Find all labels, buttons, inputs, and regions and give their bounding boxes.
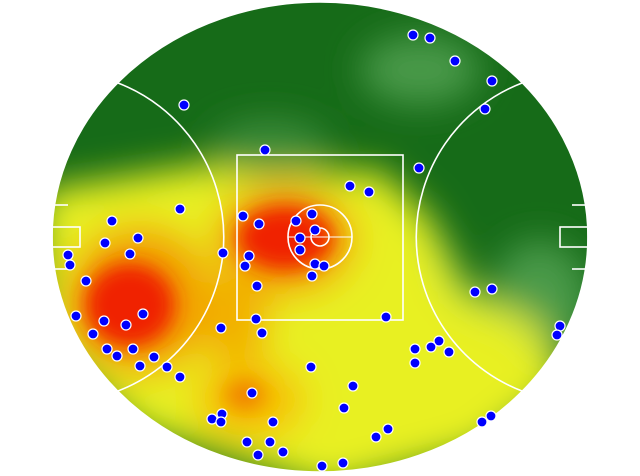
point (485, 410, 497, 422)
point (309, 224, 321, 236)
point (111, 350, 123, 362)
point (486, 75, 498, 87)
point (99, 237, 111, 249)
point (424, 32, 436, 44)
point (469, 286, 481, 298)
point (70, 310, 82, 322)
point (137, 308, 149, 320)
point (178, 99, 190, 111)
point (252, 449, 264, 461)
point (253, 218, 265, 230)
point (316, 460, 328, 472)
point (64, 259, 76, 271)
point (407, 29, 419, 41)
point (256, 327, 268, 339)
point (62, 249, 74, 261)
point (215, 322, 227, 334)
point (132, 232, 144, 244)
point (306, 270, 318, 282)
point (80, 275, 92, 287)
point (237, 210, 249, 222)
point (486, 283, 498, 295)
point (409, 357, 421, 369)
point (425, 341, 437, 353)
point (241, 436, 253, 448)
point (363, 186, 375, 198)
point (347, 380, 359, 392)
point (479, 103, 491, 115)
point (370, 431, 382, 443)
point (294, 244, 306, 256)
point (294, 232, 306, 244)
point (449, 55, 461, 67)
point (148, 351, 160, 363)
point (433, 335, 445, 347)
point (101, 343, 113, 355)
point (98, 315, 110, 327)
point (305, 361, 317, 373)
point (120, 319, 132, 331)
point (250, 313, 262, 325)
point (380, 311, 392, 323)
point (87, 328, 99, 340)
point (443, 346, 455, 358)
point (338, 402, 350, 414)
point (251, 280, 263, 292)
point (174, 371, 186, 383)
point (277, 446, 289, 458)
point (476, 416, 488, 428)
point (413, 162, 425, 174)
point (290, 215, 302, 227)
point (215, 416, 227, 428)
point (409, 343, 421, 355)
point (551, 329, 563, 341)
point (306, 208, 318, 220)
point (174, 203, 186, 215)
point (337, 457, 349, 469)
point (161, 361, 173, 373)
point (124, 248, 136, 260)
point (217, 247, 229, 259)
point (264, 436, 276, 448)
point (134, 360, 146, 372)
point (106, 215, 118, 227)
point (344, 180, 356, 192)
point (127, 343, 139, 355)
point (259, 144, 271, 156)
point (246, 387, 258, 399)
point (382, 423, 394, 435)
point (309, 258, 321, 270)
point (239, 260, 251, 272)
point (318, 260, 330, 272)
point (243, 250, 255, 262)
point (267, 416, 279, 428)
